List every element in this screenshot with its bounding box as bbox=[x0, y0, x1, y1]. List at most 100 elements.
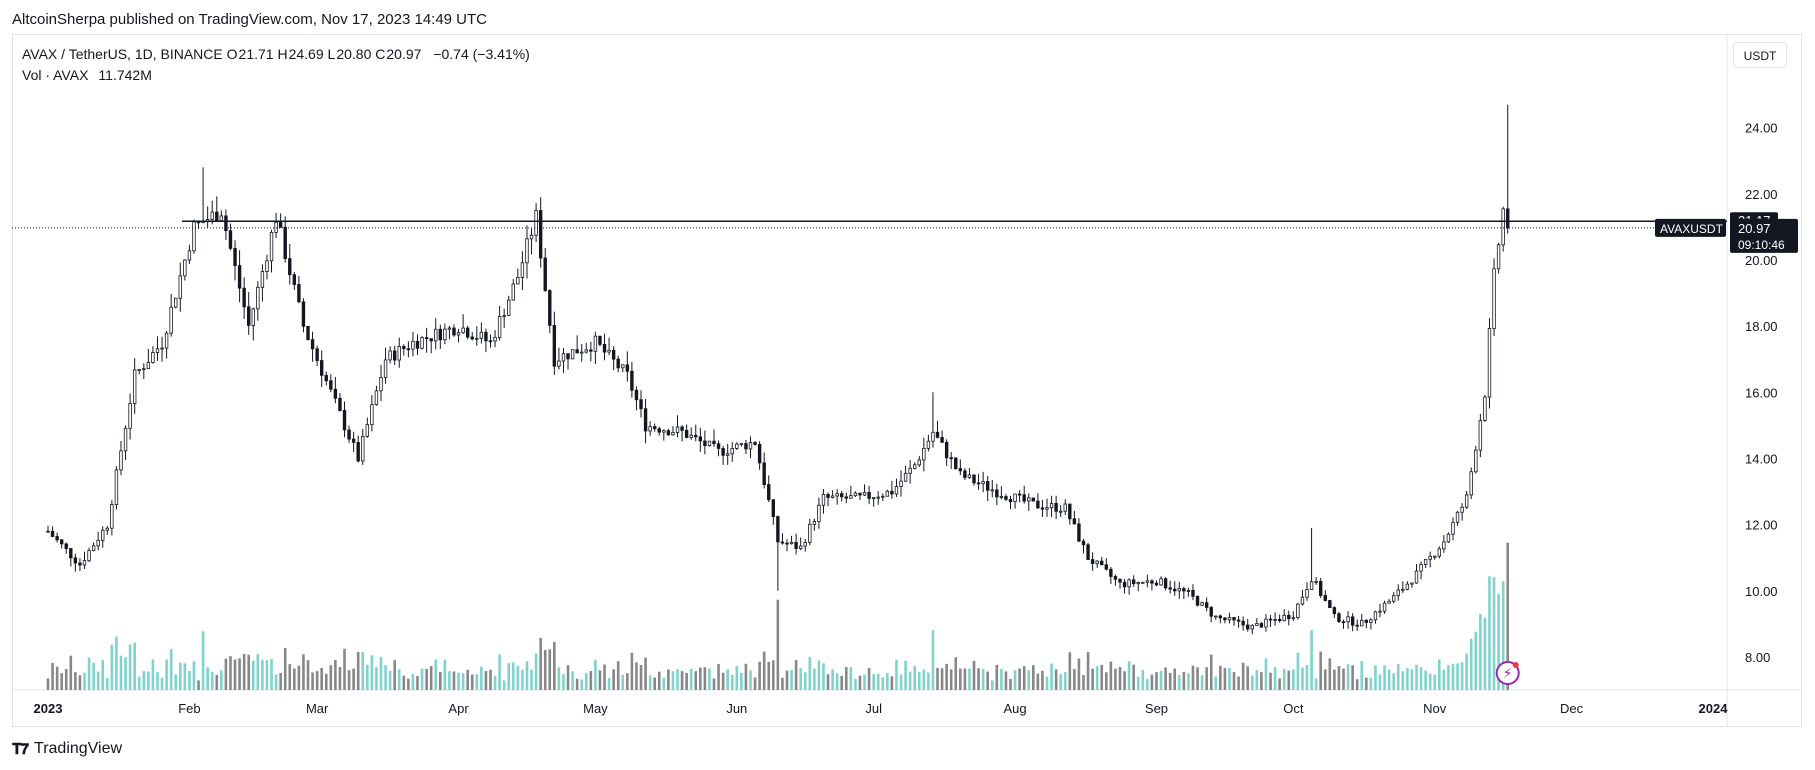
volume-bar bbox=[575, 678, 579, 690]
candle-body bbox=[1433, 555, 1437, 558]
volume-bar bbox=[1173, 668, 1177, 690]
candle-body bbox=[1040, 507, 1045, 510]
volume-bar bbox=[1150, 674, 1154, 690]
candle-body bbox=[657, 428, 661, 433]
candle-body bbox=[224, 215, 228, 232]
candle-body bbox=[1017, 493, 1022, 496]
volume-bar bbox=[1351, 665, 1354, 690]
volume-legend: Vol · AVAX 11.742M bbox=[22, 67, 152, 83]
volume-bar bbox=[429, 666, 433, 690]
candle-body bbox=[926, 440, 931, 449]
volume-bar bbox=[1278, 678, 1281, 690]
volume-bar bbox=[1027, 670, 1031, 690]
candle-body bbox=[438, 328, 443, 341]
candle-body bbox=[479, 331, 484, 339]
volume-bar bbox=[1054, 669, 1058, 690]
volume-bar bbox=[229, 656, 232, 690]
volume-bar bbox=[648, 675, 652, 690]
candle-body bbox=[739, 443, 744, 446]
volume-bar bbox=[1282, 669, 1286, 690]
volume-bar bbox=[671, 671, 675, 690]
last-price-tag-box bbox=[1730, 218, 1798, 253]
volume-bar bbox=[1050, 663, 1053, 690]
volume-bar bbox=[128, 644, 132, 690]
volume-bar bbox=[1310, 630, 1313, 690]
volume-bar bbox=[1063, 672, 1067, 690]
candle-body bbox=[160, 347, 164, 350]
volume-bar bbox=[78, 675, 82, 690]
volume-bar bbox=[776, 599, 780, 690]
volume-bar bbox=[188, 670, 191, 690]
candle-body bbox=[247, 306, 251, 326]
candle-body bbox=[128, 403, 132, 429]
volume-bar bbox=[959, 668, 962, 690]
candle-body bbox=[684, 429, 689, 438]
volume-bar bbox=[603, 664, 606, 690]
volume-bar bbox=[233, 659, 237, 690]
candle-body bbox=[73, 557, 78, 564]
candle-body bbox=[981, 481, 985, 484]
footer: 𝐓𝟕 TradingView bbox=[12, 740, 122, 758]
volume-bar bbox=[1387, 669, 1391, 690]
volume-bar bbox=[963, 668, 967, 690]
volume-bar bbox=[1305, 665, 1309, 690]
candle-body bbox=[101, 529, 105, 541]
volume-bar bbox=[256, 654, 260, 690]
volume-bar bbox=[735, 666, 739, 690]
volume-bar bbox=[379, 656, 383, 690]
candle-body bbox=[1145, 580, 1150, 583]
volume-bar bbox=[1401, 671, 1405, 690]
volume-bar bbox=[1392, 673, 1395, 690]
candle-body bbox=[1273, 618, 1277, 621]
symbol-tag-box bbox=[1655, 218, 1726, 237]
candle-body bbox=[712, 440, 716, 445]
candle-body bbox=[351, 438, 356, 443]
candle-body bbox=[821, 493, 826, 506]
volume-bar bbox=[324, 673, 328, 690]
candle-body bbox=[146, 362, 151, 370]
currency-button[interactable]: USDT bbox=[1733, 42, 1787, 68]
volume-bar bbox=[183, 663, 187, 690]
candle-body bbox=[999, 496, 1004, 498]
y-tick-label: 10.00 bbox=[1745, 584, 1778, 599]
volume-bar bbox=[115, 636, 118, 690]
y-tick-label: 14.00 bbox=[1745, 451, 1778, 466]
volume-bar bbox=[265, 660, 269, 690]
volume-bar bbox=[1396, 664, 1400, 690]
volume-bar bbox=[457, 672, 460, 690]
candle-body bbox=[680, 426, 684, 431]
candle-body bbox=[164, 332, 169, 349]
candle-body bbox=[356, 442, 360, 462]
candle-body bbox=[1068, 503, 1072, 520]
volume-bar bbox=[703, 667, 707, 690]
volume-bar bbox=[1365, 677, 1368, 690]
volume-bar bbox=[886, 673, 889, 690]
candle-body bbox=[1442, 541, 1446, 550]
candle-body bbox=[1141, 581, 1145, 584]
candle-body bbox=[237, 265, 242, 289]
candle-body bbox=[1109, 568, 1113, 577]
volume-bar bbox=[1374, 665, 1377, 690]
candle-body bbox=[406, 348, 411, 351]
volume-bar bbox=[96, 671, 100, 690]
volume-bar bbox=[375, 667, 378, 690]
candle-body bbox=[1455, 511, 1460, 523]
volume-bar bbox=[493, 675, 497, 690]
volume-bar bbox=[480, 666, 483, 690]
volume-bar bbox=[708, 668, 711, 690]
chart-frame bbox=[12, 34, 1802, 727]
candle-body bbox=[265, 260, 269, 272]
candle-body bbox=[1373, 611, 1378, 621]
candle-body bbox=[1314, 581, 1318, 583]
candle-body bbox=[867, 492, 871, 499]
candle-body bbox=[1328, 600, 1332, 609]
volume-bar bbox=[101, 659, 105, 690]
volume-bar bbox=[1109, 661, 1113, 690]
high-value: 24.69 bbox=[288, 46, 324, 62]
candle-body bbox=[424, 337, 429, 340]
candle-body bbox=[538, 210, 543, 259]
volume-bar bbox=[343, 648, 346, 690]
candle-body bbox=[415, 341, 420, 349]
candle-body bbox=[434, 328, 438, 342]
